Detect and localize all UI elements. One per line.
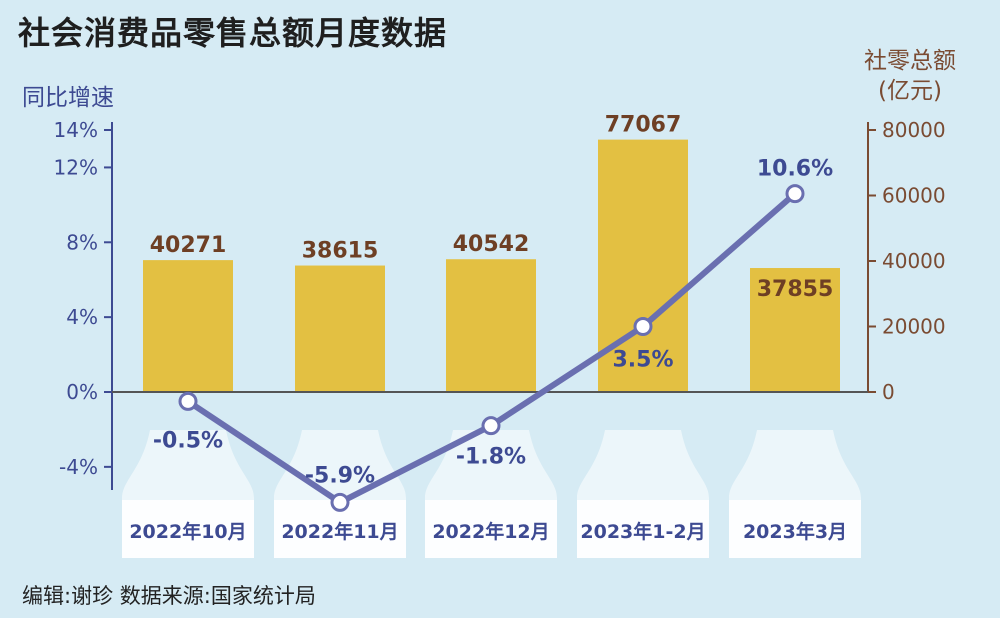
category-tab <box>577 500 709 558</box>
bar-value-label: 37855 <box>757 277 834 302</box>
growth-rate-point <box>330 492 350 512</box>
right-axis-tick-label: 40000 <box>882 249 946 273</box>
category-label: 2022年11月 <box>281 520 398 543</box>
left-axis-tick-label: 0% <box>66 380 98 404</box>
bar-value-label: 38615 <box>302 239 379 264</box>
category-label: 2023年1-2月 <box>580 520 705 543</box>
growth-rate-label: 10.6% <box>757 157 833 182</box>
right-axis-tick-label: 60000 <box>882 184 946 208</box>
footer-source-note: 编辑:谢珍 数据来源:国家统计局 <box>22 584 316 608</box>
bar <box>446 259 536 392</box>
growth-rate-label: -0.5% <box>153 428 223 453</box>
bar <box>295 265 385 392</box>
bar <box>598 139 688 392</box>
bar-value-label: 40542 <box>453 232 530 257</box>
left-axis-tick-label: -4% <box>59 455 98 479</box>
left-axis-title: 同比增速 <box>22 85 114 111</box>
right-axis-title-line2: (亿元) <box>878 78 942 104</box>
bar-value-label: 77067 <box>605 113 682 138</box>
right-axis-title: 社零总额 (亿元) <box>850 46 970 106</box>
right-axis-tick-label: 20000 <box>882 315 946 339</box>
category-tab <box>425 500 557 558</box>
bar-value-label: 40271 <box>150 233 227 258</box>
growth-rate-point <box>785 184 805 204</box>
growth-rate-point <box>633 317 653 336</box>
growth-rate-label: -5.9% <box>305 463 375 488</box>
left-axis-tick-label: 14% <box>54 118 98 142</box>
right-axis-tick-label: 0 <box>882 380 895 404</box>
bar <box>143 260 233 392</box>
growth-rate-point <box>178 391 198 411</box>
category-tab <box>729 500 861 558</box>
left-axis-tick-label: 8% <box>66 230 98 254</box>
right-axis-tick-label: 80000 <box>882 118 946 142</box>
category-label: 2022年10月 <box>129 520 246 543</box>
category-tab <box>122 500 254 558</box>
bar <box>750 268 840 392</box>
right-axis-title-line1: 社零总额 <box>864 48 956 74</box>
chart-title: 社会消费品零售总额月度数据 <box>18 14 448 52</box>
growth-rate-label: 3.5% <box>612 348 673 373</box>
category-label: 2023年3月 <box>743 520 847 543</box>
left-axis-tick-label: 4% <box>66 305 98 329</box>
left-axis-tick-label: 12% <box>54 155 98 179</box>
growth-rate-point <box>481 416 501 436</box>
growth-rate-label: -1.8% <box>456 445 526 470</box>
category-label: 2022年12月 <box>432 520 549 543</box>
